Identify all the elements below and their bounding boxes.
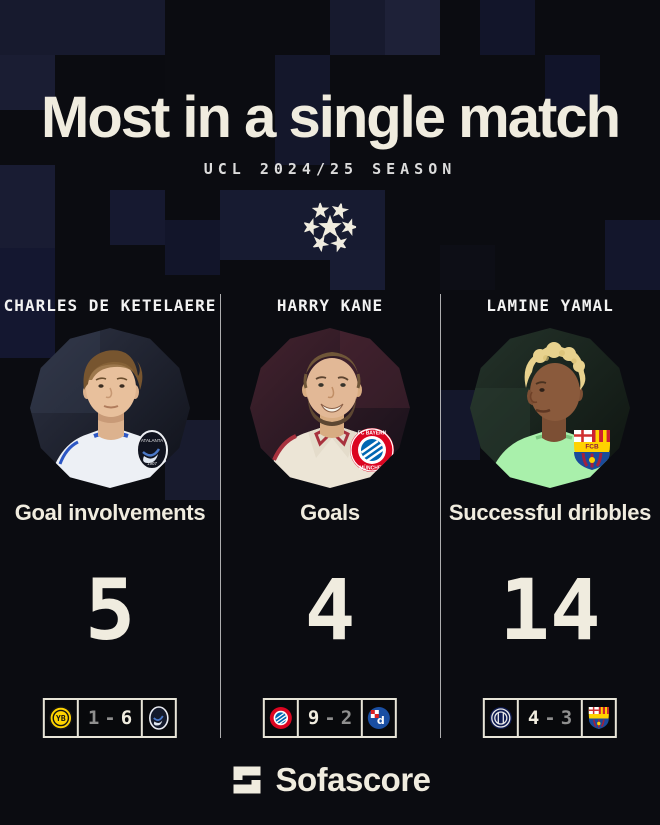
bg-mosaic-square bbox=[605, 220, 660, 290]
barcelona-badge-icon bbox=[583, 700, 615, 736]
inter-badge-icon bbox=[485, 700, 517, 736]
player-photo-kane: FC BAYERN MÜNCHEN bbox=[250, 328, 410, 488]
bg-mosaic-square bbox=[480, 0, 535, 55]
score-separator: - bbox=[104, 707, 116, 729]
match-score: 9 - 2 bbox=[296, 700, 364, 736]
stat-label: Successful dribbles bbox=[448, 500, 652, 525]
bg-mosaic-square bbox=[110, 190, 165, 245]
brand-name: Sofascore bbox=[275, 761, 431, 798]
stat-label: Goals bbox=[300, 500, 360, 525]
score-separator: - bbox=[544, 707, 556, 729]
svg-text:MÜNCHEN: MÜNCHEN bbox=[359, 465, 385, 472]
column-divider bbox=[440, 294, 441, 738]
player-photo-de-ketelaere: ATALANTA 1907 bbox=[30, 328, 190, 488]
match-score: 4 - 3 bbox=[516, 700, 584, 736]
column-divider bbox=[220, 294, 221, 738]
young-boys-badge-icon: YB bbox=[45, 700, 77, 736]
atalanta-badge-icon bbox=[143, 700, 175, 736]
page-title: Most in a single match bbox=[41, 85, 621, 150]
bg-mosaic-square bbox=[545, 55, 600, 110]
player-name: HARRY KANE bbox=[276, 296, 384, 315]
svg-text:1907: 1907 bbox=[147, 461, 158, 466]
player-name: LAMINE YAMAL bbox=[486, 296, 614, 315]
dinamo-zagreb-badge-icon: d bbox=[363, 700, 395, 736]
svg-text:YB: YB bbox=[56, 714, 66, 723]
player-photo-yamal: FCB bbox=[470, 328, 630, 488]
stat-value: 5 bbox=[84, 561, 136, 659]
svg-text:ATALANTA: ATALANTA bbox=[141, 438, 163, 443]
home-score: 4 bbox=[527, 707, 540, 729]
player-column-kane: HARRY KANE bbox=[220, 0, 440, 825]
bg-mosaic-square bbox=[0, 55, 55, 110]
player-column-yamal: LAMINE YAMAL bbox=[440, 0, 660, 825]
page-subtitle: UCL 2024/25 SEASON bbox=[203, 160, 457, 178]
player-column-de-ketelaere: CHARLES DE KETELAERE bbox=[0, 0, 220, 825]
bg-mosaic-square bbox=[440, 245, 495, 290]
away-score: 3 bbox=[560, 707, 573, 729]
bg-mosaic-square bbox=[165, 220, 220, 275]
stat-value: 14 bbox=[499, 561, 601, 659]
bg-mosaic-square bbox=[110, 55, 165, 110]
svg-text:FC BAYERN: FC BAYERN bbox=[358, 431, 387, 437]
home-score: 9 bbox=[307, 707, 320, 729]
bg-mosaic-square bbox=[0, 165, 55, 248]
bg-mosaic-square bbox=[0, 248, 55, 358]
away-score: 6 bbox=[120, 707, 133, 729]
home-score: 1 bbox=[87, 707, 100, 729]
score-separator: - bbox=[324, 707, 336, 729]
match-score-chip: 4 - 3 bbox=[482, 698, 618, 738]
bg-mosaic-square bbox=[220, 190, 385, 260]
barcelona-badge-icon: FCB bbox=[574, 430, 610, 470]
player-name: CHARLES DE KETELAERE bbox=[3, 296, 217, 315]
bg-mosaic-square bbox=[0, 0, 165, 55]
bayern-munich-badge-icon bbox=[265, 700, 297, 736]
svg-text:d: d bbox=[377, 714, 385, 727]
match-score-chip: 9 - 2 d bbox=[262, 698, 398, 738]
atalanta-badge-icon: ATALANTA 1907 bbox=[136, 430, 168, 470]
match-score: 1 - 6 bbox=[76, 700, 144, 736]
sofascore-logo-icon bbox=[233, 766, 261, 794]
bg-mosaic-square bbox=[275, 55, 330, 165]
bayern-munich-badge-icon: FC BAYERN MÜNCHEN bbox=[350, 428, 394, 472]
match-score-chip: YB 1 - 6 bbox=[42, 698, 178, 738]
away-score: 2 bbox=[340, 707, 353, 729]
stat-value: 4 bbox=[304, 561, 356, 659]
bg-mosaic-square bbox=[385, 0, 440, 55]
bg-mosaic-square bbox=[330, 250, 385, 290]
svg-text:FCB: FCB bbox=[585, 444, 599, 451]
brand-footer: Sofascore bbox=[0, 761, 660, 799]
stat-label: Goal involvements bbox=[14, 500, 206, 525]
